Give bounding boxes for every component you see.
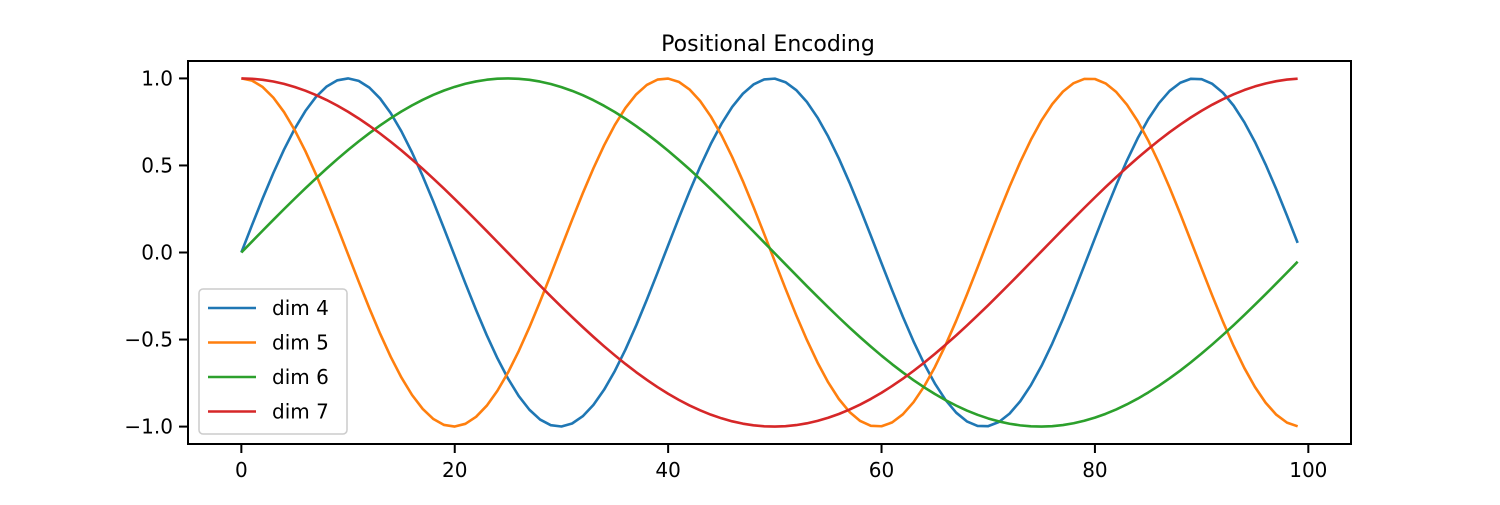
legend: dim 4 dim 5 dim 6 dim 7 [198,288,348,435]
legend-box [198,288,348,435]
y-axis: 1.0 0.5 0.0 −0.5 −1.0 [124,66,188,439]
x-tick-label: 60 [869,458,894,482]
x-tick-label: 100 [1289,458,1327,482]
legend-label: dim 5 [272,331,329,355]
y-tick-label: −1.0 [124,415,173,439]
y-tick-label: 0.0 [141,241,173,265]
series-layer [240,77,1299,428]
series-line-dim-7 [241,77,1298,428]
y-tick-label: 1.0 [141,66,173,90]
chart-title: Positional Encoding [661,32,875,57]
x-tick-label: 40 [655,458,680,482]
series-line-dim-6 [240,77,1299,428]
y-tick-label: 0.5 [141,153,173,177]
x-tick-label: 80 [1082,458,1107,482]
y-tick-label: −0.5 [124,328,173,352]
x-axis: 0 20 40 60 80 100 [235,444,1327,482]
x-tick-label: 20 [442,458,467,482]
x-tick-label: 0 [235,458,248,482]
legend-label: dim 6 [272,365,329,389]
plot-frame [187,60,1352,445]
legend-label: dim 7 [272,400,329,424]
legend-label: dim 4 [272,296,329,320]
